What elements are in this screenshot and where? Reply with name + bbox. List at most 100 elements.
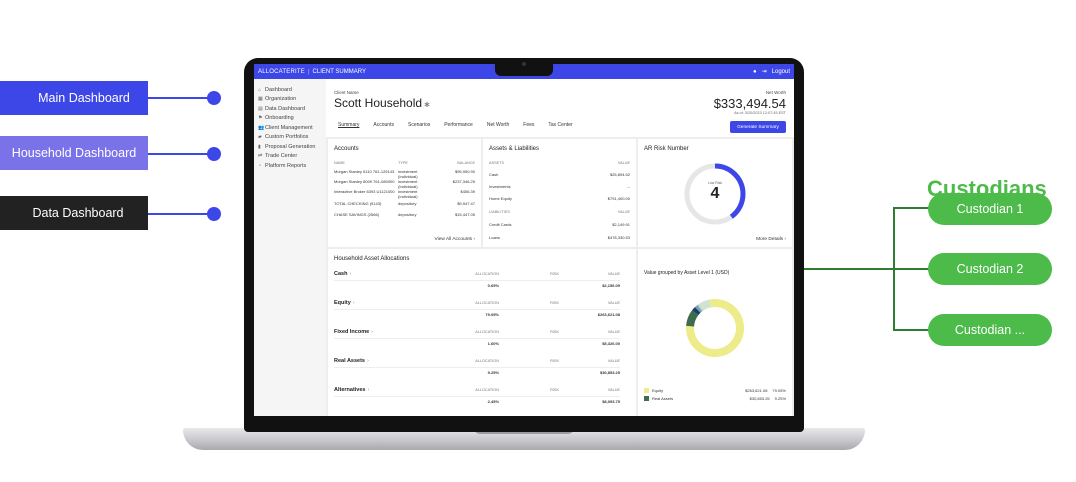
account-name: Morgan Stanley 8009 761-080000 xyxy=(334,179,395,184)
col-name: NAME xyxy=(334,161,345,165)
legend-name: Equity xyxy=(652,388,664,393)
col-balance: BALANCE xyxy=(457,161,475,165)
trade-icon: ⇄ xyxy=(258,153,263,160)
account-row[interactable]: Interactive Broker 6393 U1121000 investme… xyxy=(334,189,475,199)
sidebar-item-client-management[interactable]: 👥 Client Management xyxy=(258,123,322,133)
col-type: TYPE xyxy=(398,161,408,165)
custodian-more-button[interactable]: Custodian ... xyxy=(928,314,1052,346)
tab-tax-center[interactable]: Tax Center xyxy=(548,122,573,128)
sidebar-item-label: Proposal Generation xyxy=(265,143,316,150)
app-brand[interactable]: ALLOCATERITE xyxy=(258,68,305,75)
legend-swatch xyxy=(644,396,649,401)
allocation-values-row: 0.65% $2,156.09 xyxy=(334,283,620,288)
portfolio-icon: ▰ xyxy=(258,134,262,141)
asset-name: Investments xyxy=(489,184,511,189)
tab-scenarios[interactable]: Scenarios xyxy=(407,122,431,128)
tab-net-worth[interactable]: Net Worth xyxy=(486,122,510,128)
account-balance: $237,346.25 xyxy=(452,179,475,184)
risk-gauge-fill xyxy=(684,163,746,225)
allocation-category-name: Real Assets xyxy=(334,358,365,364)
liability-row: Loans $478,330.53 xyxy=(489,235,630,240)
allocation-category-row[interactable]: Cash › ALLOCATION RISK VALUE xyxy=(334,271,620,277)
sidebar-item-trade-center[interactable]: ⇄ Trade Center xyxy=(258,152,322,162)
allocation-percent: 9.25% xyxy=(487,370,499,375)
account-name: TOTAL CHECKING (9143) xyxy=(334,201,382,206)
chevron-right-icon[interactable]: › xyxy=(367,387,370,393)
asset-row: Cash $25,894.52 xyxy=(489,172,630,177)
main-dashboard-label[interactable]: Main Dashboard xyxy=(0,81,148,115)
net-worth-label: Net Worth xyxy=(765,90,786,95)
allocation-category-row[interactable]: Fixed Income › ALLOCATION RISK VALUE xyxy=(334,329,620,335)
accounts-panel: Accounts NAME TYPE BALANCE Morgan Stanle… xyxy=(328,139,481,247)
info-icon[interactable]: ● xyxy=(752,68,757,75)
building-icon: ▦ xyxy=(258,96,263,103)
custodian-2-button[interactable]: Custodian 2 xyxy=(928,253,1052,285)
legend-percent: 79.05% xyxy=(772,388,786,393)
divider xyxy=(334,367,620,368)
liability-name: Loans xyxy=(489,235,500,240)
account-row[interactable]: CHASE SAVINGS (2566) depository $15,447.05 xyxy=(334,212,475,217)
legend-value: $263,621.08 xyxy=(745,388,768,393)
custodian-1-button[interactable]: Custodian 1 xyxy=(928,193,1052,225)
tab-fees[interactable]: Fees xyxy=(523,122,535,128)
allocation-category-row[interactable]: Equity › ALLOCATION RISK VALUE xyxy=(334,300,620,306)
account-row[interactable]: TOTAL CHECKING (9143) depository $9,947.47 xyxy=(334,201,475,206)
data-dashboard-connector xyxy=(148,213,210,215)
liability-value: $478,330.53 xyxy=(607,235,630,240)
sidebar-item-label: Data Dashboard xyxy=(265,105,306,112)
chevron-right-icon[interactable]: › xyxy=(352,300,355,306)
view-all-accounts-link[interactable]: View All Accounts › xyxy=(434,237,475,242)
generate-summary-button[interactable]: Generate Summary xyxy=(730,121,786,133)
allocation-category-row[interactable]: Real Assets › ALLOCATION RISK VALUE xyxy=(334,358,620,364)
data-dashboard-label[interactable]: Data Dashboard xyxy=(0,196,148,230)
laptop-screen: ALLOCATERITE | CLIENT SUMMARY ● ⇥ Logout… xyxy=(254,64,794,416)
sidebar-item-proposal-generation[interactable]: ▮ Proposal Generation xyxy=(258,142,322,152)
account-row[interactable]: Morgan Stanley 6110 761-129143 investment… xyxy=(334,169,475,179)
divider xyxy=(334,309,620,310)
sidebar-item-custom-portfolios[interactable]: ▰ Custom Portfolios xyxy=(258,133,322,143)
chevron-right-icon[interactable]: › xyxy=(371,329,373,335)
client-star-icon[interactable]: ✱ xyxy=(422,102,430,109)
sidebar-item-dashboard[interactable]: ⌂ Dashboard xyxy=(258,85,322,95)
more-details-link[interactable]: More Details › xyxy=(756,237,786,242)
household-dashboard-label[interactable]: Household Dashboard xyxy=(0,136,148,170)
logout-icon[interactable]: ⇥ xyxy=(761,69,767,75)
sidebar-item-label: Custom Portfolios xyxy=(265,134,309,141)
tab-summary[interactable]: Summary xyxy=(338,122,360,128)
allocation-percent: 1.60% xyxy=(487,341,499,346)
allocation-value: $8,093.75 xyxy=(602,399,620,404)
accounts-title: Accounts xyxy=(334,146,359,152)
legend-value: $30,853.25 xyxy=(749,396,770,401)
liabilities-header-row: LIABILITIES VALUE xyxy=(489,210,630,214)
sidebar-item-label: Dashboard xyxy=(265,86,292,93)
sidebar-item-platform-reports[interactable]: ◔ Platform Reports xyxy=(258,161,322,171)
allocation-category-name: Equity xyxy=(334,300,351,306)
sidebar-item-label: Organization xyxy=(265,96,297,103)
allocation-value: $2,156.09 xyxy=(602,283,620,288)
chevron-right-icon[interactable]: › xyxy=(366,358,369,364)
account-balance: $9,947.47 xyxy=(457,201,475,206)
accounts-header-row: NAME TYPE BALANCE xyxy=(334,161,475,165)
tab-performance[interactable]: Performance xyxy=(444,122,473,128)
asset-value: $25,894.52 xyxy=(609,172,630,177)
users-icon: 👥 xyxy=(258,124,265,131)
tab-accounts[interactable]: Accounts xyxy=(373,122,394,128)
chevron-right-icon[interactable]: › xyxy=(349,271,352,277)
divider xyxy=(334,338,620,339)
allocation-value: $30,853.25 xyxy=(599,370,620,375)
custodian-branch-3 xyxy=(893,329,929,331)
account-balance: $95,950.90 xyxy=(454,169,475,174)
sidebar-item-organization[interactable]: ▦ Organization xyxy=(258,95,322,105)
sidebar-item-onboarding[interactable]: ⚑ Onboarding xyxy=(258,114,322,124)
account-type: investment (Individual) xyxy=(398,189,418,199)
logout-link[interactable]: Logout xyxy=(771,68,790,75)
liability-name: Credit Cards xyxy=(489,222,512,227)
main-dashboard-dot xyxy=(207,91,221,105)
as-of-timestamp: As of: 3/20/2023 12:07:45 EST xyxy=(734,111,786,115)
account-row[interactable]: Morgan Stanley 8009 761-080000 investment… xyxy=(334,179,475,189)
allocation-category-row[interactable]: Alternatives › ALLOCATION RISK VALUE xyxy=(334,387,620,393)
sidebar-item-data-dashboard[interactable]: ▤ Data Dashboard xyxy=(258,104,322,114)
donut-slice-equity[interactable] xyxy=(686,299,744,357)
account-type: investment (Individual) xyxy=(398,179,418,189)
